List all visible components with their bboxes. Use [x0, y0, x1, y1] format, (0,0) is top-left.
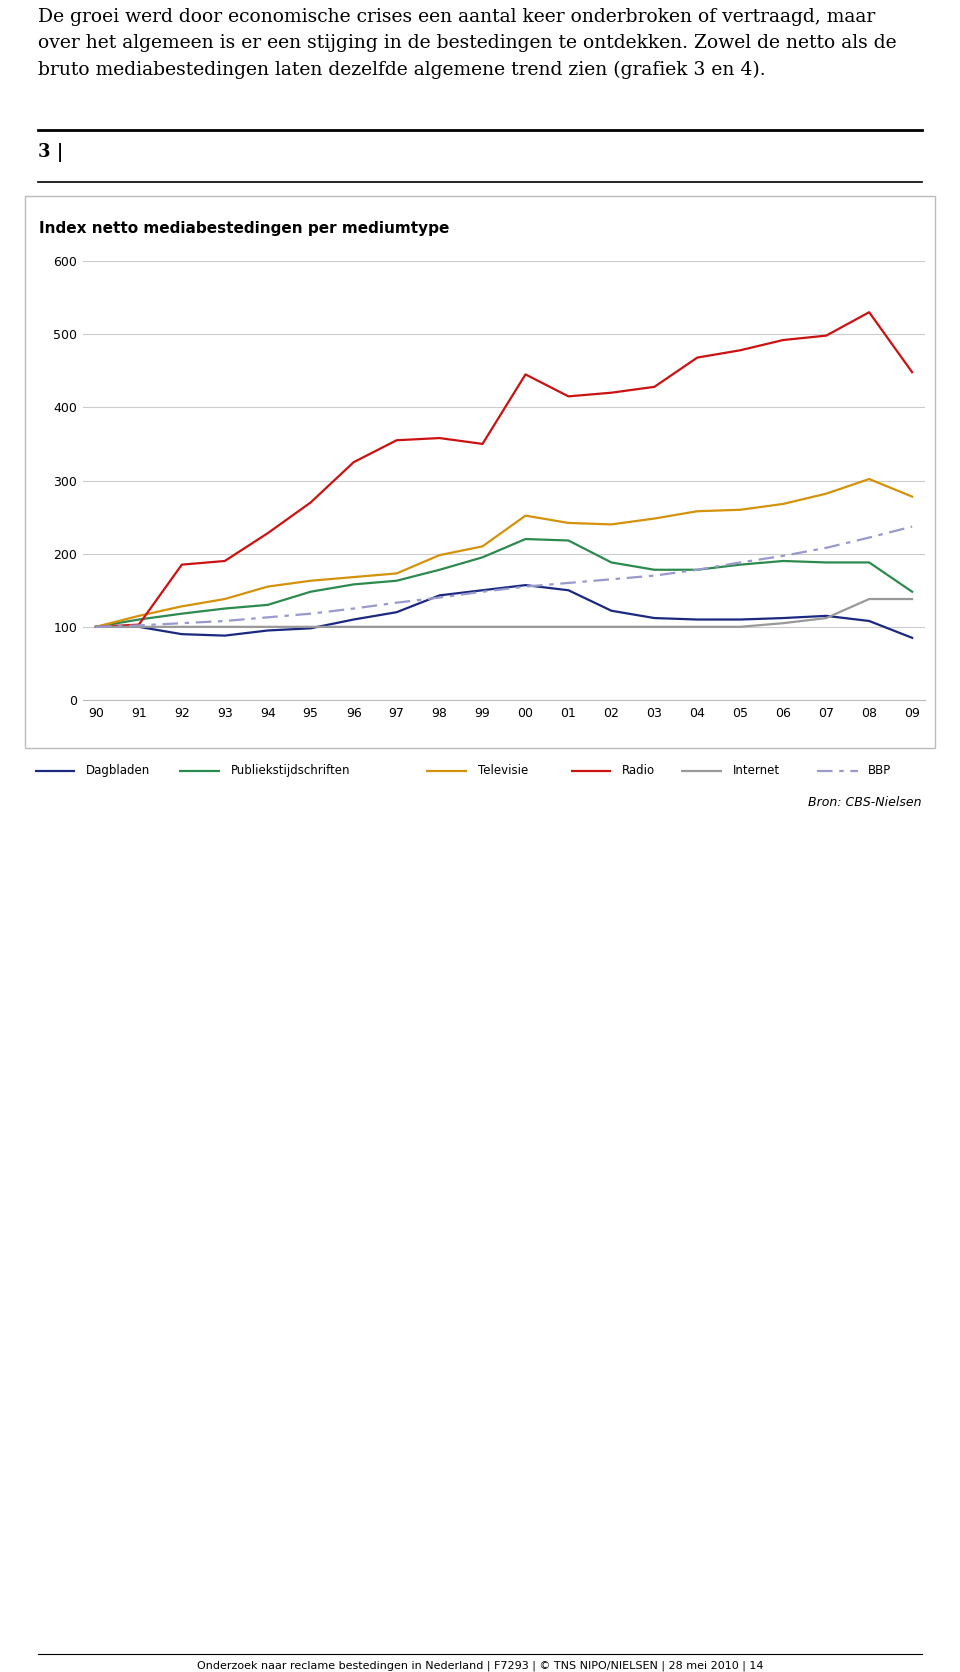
Point [461, 761, 472, 781]
Point [420, 761, 432, 781]
Text: Internet: Internet [732, 764, 780, 777]
Text: BBP: BBP [869, 764, 892, 777]
Text: 3 |: 3 | [38, 144, 63, 162]
Point [565, 761, 577, 781]
Point [29, 761, 40, 781]
Text: Televisie: Televisie [477, 764, 528, 777]
Text: Publiekstijdschriften: Publiekstijdschriften [230, 764, 350, 777]
Text: Dagbladen: Dagbladen [86, 764, 150, 777]
Point [69, 761, 81, 781]
Text: De groei werd door economische crises een aantal keer onderbroken of vertraagd, : De groei werd door economische crises ee… [38, 8, 897, 79]
Text: Radio: Radio [622, 764, 656, 777]
Text: Index netto mediabestedingen per mediumtype: Index netto mediabestedingen per mediumt… [39, 221, 450, 236]
Point [675, 761, 686, 781]
Point [174, 761, 185, 781]
Point [606, 761, 617, 781]
Text: Bron: CBS-Nielsen: Bron: CBS-Nielsen [808, 796, 922, 809]
Text: Onderzoek naar reclame bestedingen in Nederland | F7293 | © TNS NIPO/NIELSEN | 2: Onderzoek naar reclame bestedingen in Ne… [197, 1660, 763, 1672]
Point [811, 761, 823, 781]
Point [214, 761, 226, 781]
Point [852, 761, 863, 781]
Point [716, 761, 728, 781]
